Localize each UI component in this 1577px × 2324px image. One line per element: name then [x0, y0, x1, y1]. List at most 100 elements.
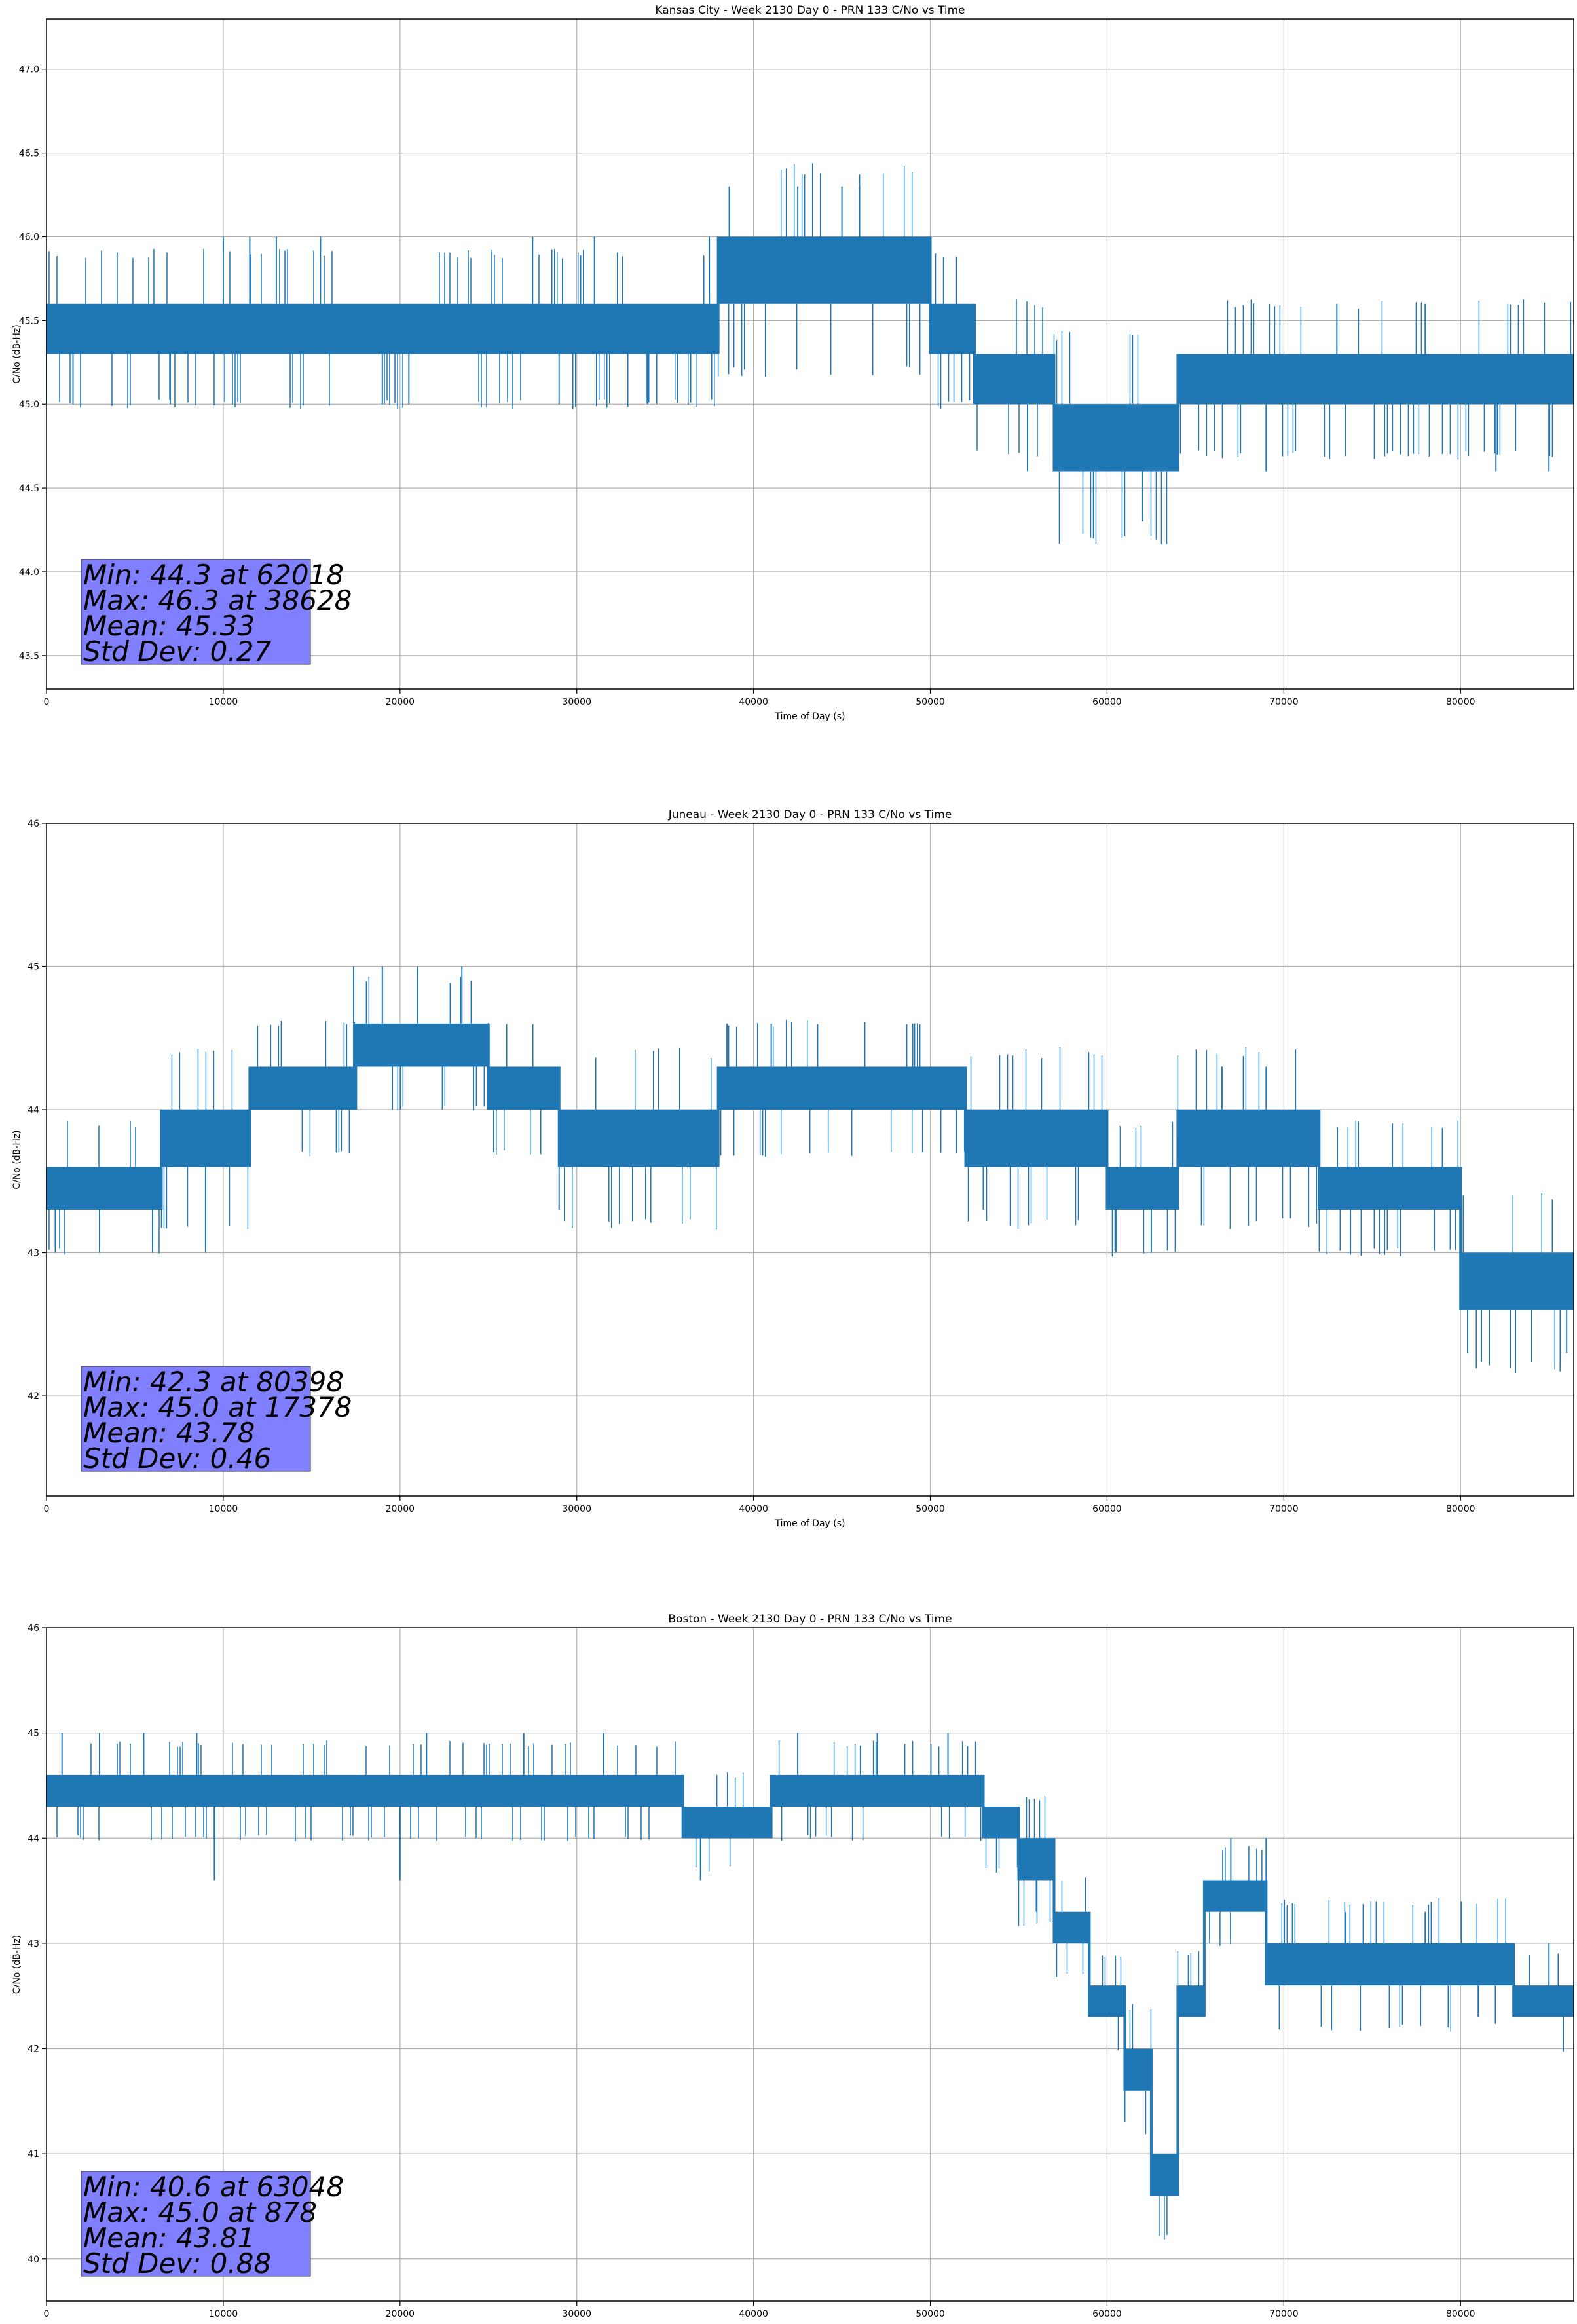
stats-box: [81, 1366, 311, 1472]
chart-juneau: 0 10000 20000 30000 40000 50000 60000 70000 8000…: [12, 808, 1574, 1529]
series-band: [1018, 1838, 1054, 1881]
x-tick-label: 0: [44, 697, 50, 707]
stats-line: Max: 45.0 at 878: [83, 2196, 317, 2228]
series-transition: [1088, 1911, 1091, 2017]
stats-line: Min: 44.3 at 62018: [83, 559, 344, 591]
series-transition: [1176, 1110, 1179, 1210]
series-transition: [540, 303, 543, 354]
x-tick-label: 10000: [209, 1504, 238, 1514]
series-band: [356, 1023, 489, 1067]
x-tick-label: 60000: [1092, 2309, 1122, 2319]
stats-line: Std Dev: 0.88: [83, 2247, 271, 2279]
x-tick-label: 50000: [916, 697, 945, 707]
y-tick-label: 40: [28, 2255, 39, 2265]
stats-line: Min: 42.3 at 80398: [83, 1366, 344, 1398]
series-transition: [1123, 1985, 1126, 2091]
y-tick-label: 47.0: [19, 65, 39, 75]
series-transition: [248, 1066, 251, 1167]
series-transition: [1017, 1807, 1020, 1881]
series-transition: [557, 1066, 561, 1167]
series-transition: [681, 1774, 684, 1839]
series-band: [541, 303, 718, 354]
y-axis-label: C/No (dB-Hz): [12, 1130, 22, 1189]
y-tick-label: 41: [28, 2149, 39, 2160]
series-band: [1054, 404, 1178, 472]
y-tick-label: 44.5: [19, 483, 39, 494]
series-band: [1204, 1880, 1267, 1912]
series-band: [1266, 1943, 1443, 1986]
series-transition: [716, 236, 720, 354]
series-transition: [1512, 1943, 1515, 2017]
x-tick-label: 30000: [562, 2309, 591, 2319]
x-tick-label: 80000: [1446, 1504, 1475, 1514]
x-tick-label: 30000: [562, 697, 591, 707]
series-band: [1124, 2048, 1151, 2091]
x-tick-label: 0: [44, 1504, 50, 1514]
series-strokes: [46, 1733, 1574, 2240]
series-band: [250, 1066, 356, 1110]
series-band: [718, 236, 931, 304]
series-band: [930, 303, 975, 354]
chart-title: Juneau - Week 2130 Day 0 - PRN 133 C/No …: [668, 808, 952, 821]
series-band: [1089, 1985, 1125, 2017]
chart-kansas-city: 0 10000 20000 30000 40000 50000 60000 70000 8000…: [12, 4, 1574, 722]
series-band: [46, 1774, 683, 1807]
x-tick-label: 20000: [386, 1504, 415, 1514]
y-tick-label: 42: [28, 2044, 39, 2055]
series-band: [1443, 1943, 1514, 1986]
series-transition: [1459, 1167, 1462, 1310]
series-transition: [1052, 354, 1056, 472]
axes-frame: [46, 1627, 1574, 2302]
series-band: [1054, 1911, 1090, 1943]
stats-box: [81, 559, 311, 665]
x-tick-label: 0: [44, 2309, 50, 2319]
series-band: [983, 1807, 1019, 1839]
y-tick-label: 45: [28, 962, 39, 973]
series-transition: [1318, 1110, 1321, 1210]
stats-line: Mean: 43.78: [83, 1417, 255, 1449]
y-tick-label: 43: [28, 1248, 39, 1259]
y-tick-label: 46.5: [19, 149, 39, 159]
stats-line: Mean: 43.81: [83, 2222, 255, 2254]
series-band: [974, 354, 1054, 405]
x-tick-label: 40000: [739, 2309, 768, 2319]
series-band: [559, 1110, 718, 1167]
series-transition: [1176, 354, 1179, 472]
y-tick-label: 46.0: [19, 232, 39, 242]
y-tick-label: 44: [28, 1833, 39, 1844]
series-band: [1460, 1252, 1574, 1310]
x-axis-label: Time of Day (s): [775, 1518, 845, 1529]
series-transition: [1052, 1838, 1056, 1943]
series-transition: [160, 1110, 163, 1210]
series-transition: [1202, 1880, 1206, 2017]
x-tick-label: 40000: [739, 1504, 768, 1514]
x-tick-label: 10000: [209, 697, 238, 707]
series-transition: [1176, 1985, 1179, 2196]
stats-line: Std Dev: 0.46: [83, 1442, 271, 1474]
y-tick-label: 45: [28, 1729, 39, 1739]
series-transition: [487, 1023, 490, 1110]
stats-line: Min: 40.6 at 63048: [83, 2171, 344, 2203]
series-band: [46, 303, 542, 354]
series-transition: [354, 1023, 358, 1110]
series-band: [1178, 1985, 1204, 2017]
x-tick-label: 80000: [1446, 2309, 1475, 2319]
stats-line: Max: 45.0 at 17378: [83, 1391, 352, 1423]
y-tick-label: 44.0: [19, 567, 39, 578]
y-tick-label: 42: [28, 1391, 39, 1402]
x-tick-label: 10000: [209, 2309, 238, 2319]
series-band: [718, 1066, 966, 1110]
x-tick-label: 20000: [386, 697, 415, 707]
series-band: [488, 1066, 559, 1110]
x-tick-label: 20000: [386, 2309, 415, 2319]
series-transition: [770, 1774, 773, 1839]
series-transition: [973, 303, 976, 405]
stats-line: Max: 46.3 at 38628: [83, 584, 352, 616]
series-strokes: [46, 966, 1574, 1373]
series-transition: [1105, 1110, 1109, 1210]
series-band: [965, 1110, 1107, 1167]
series-band: [771, 1774, 984, 1807]
stats-box: [81, 2171, 311, 2277]
x-tick-label: 40000: [739, 697, 768, 707]
